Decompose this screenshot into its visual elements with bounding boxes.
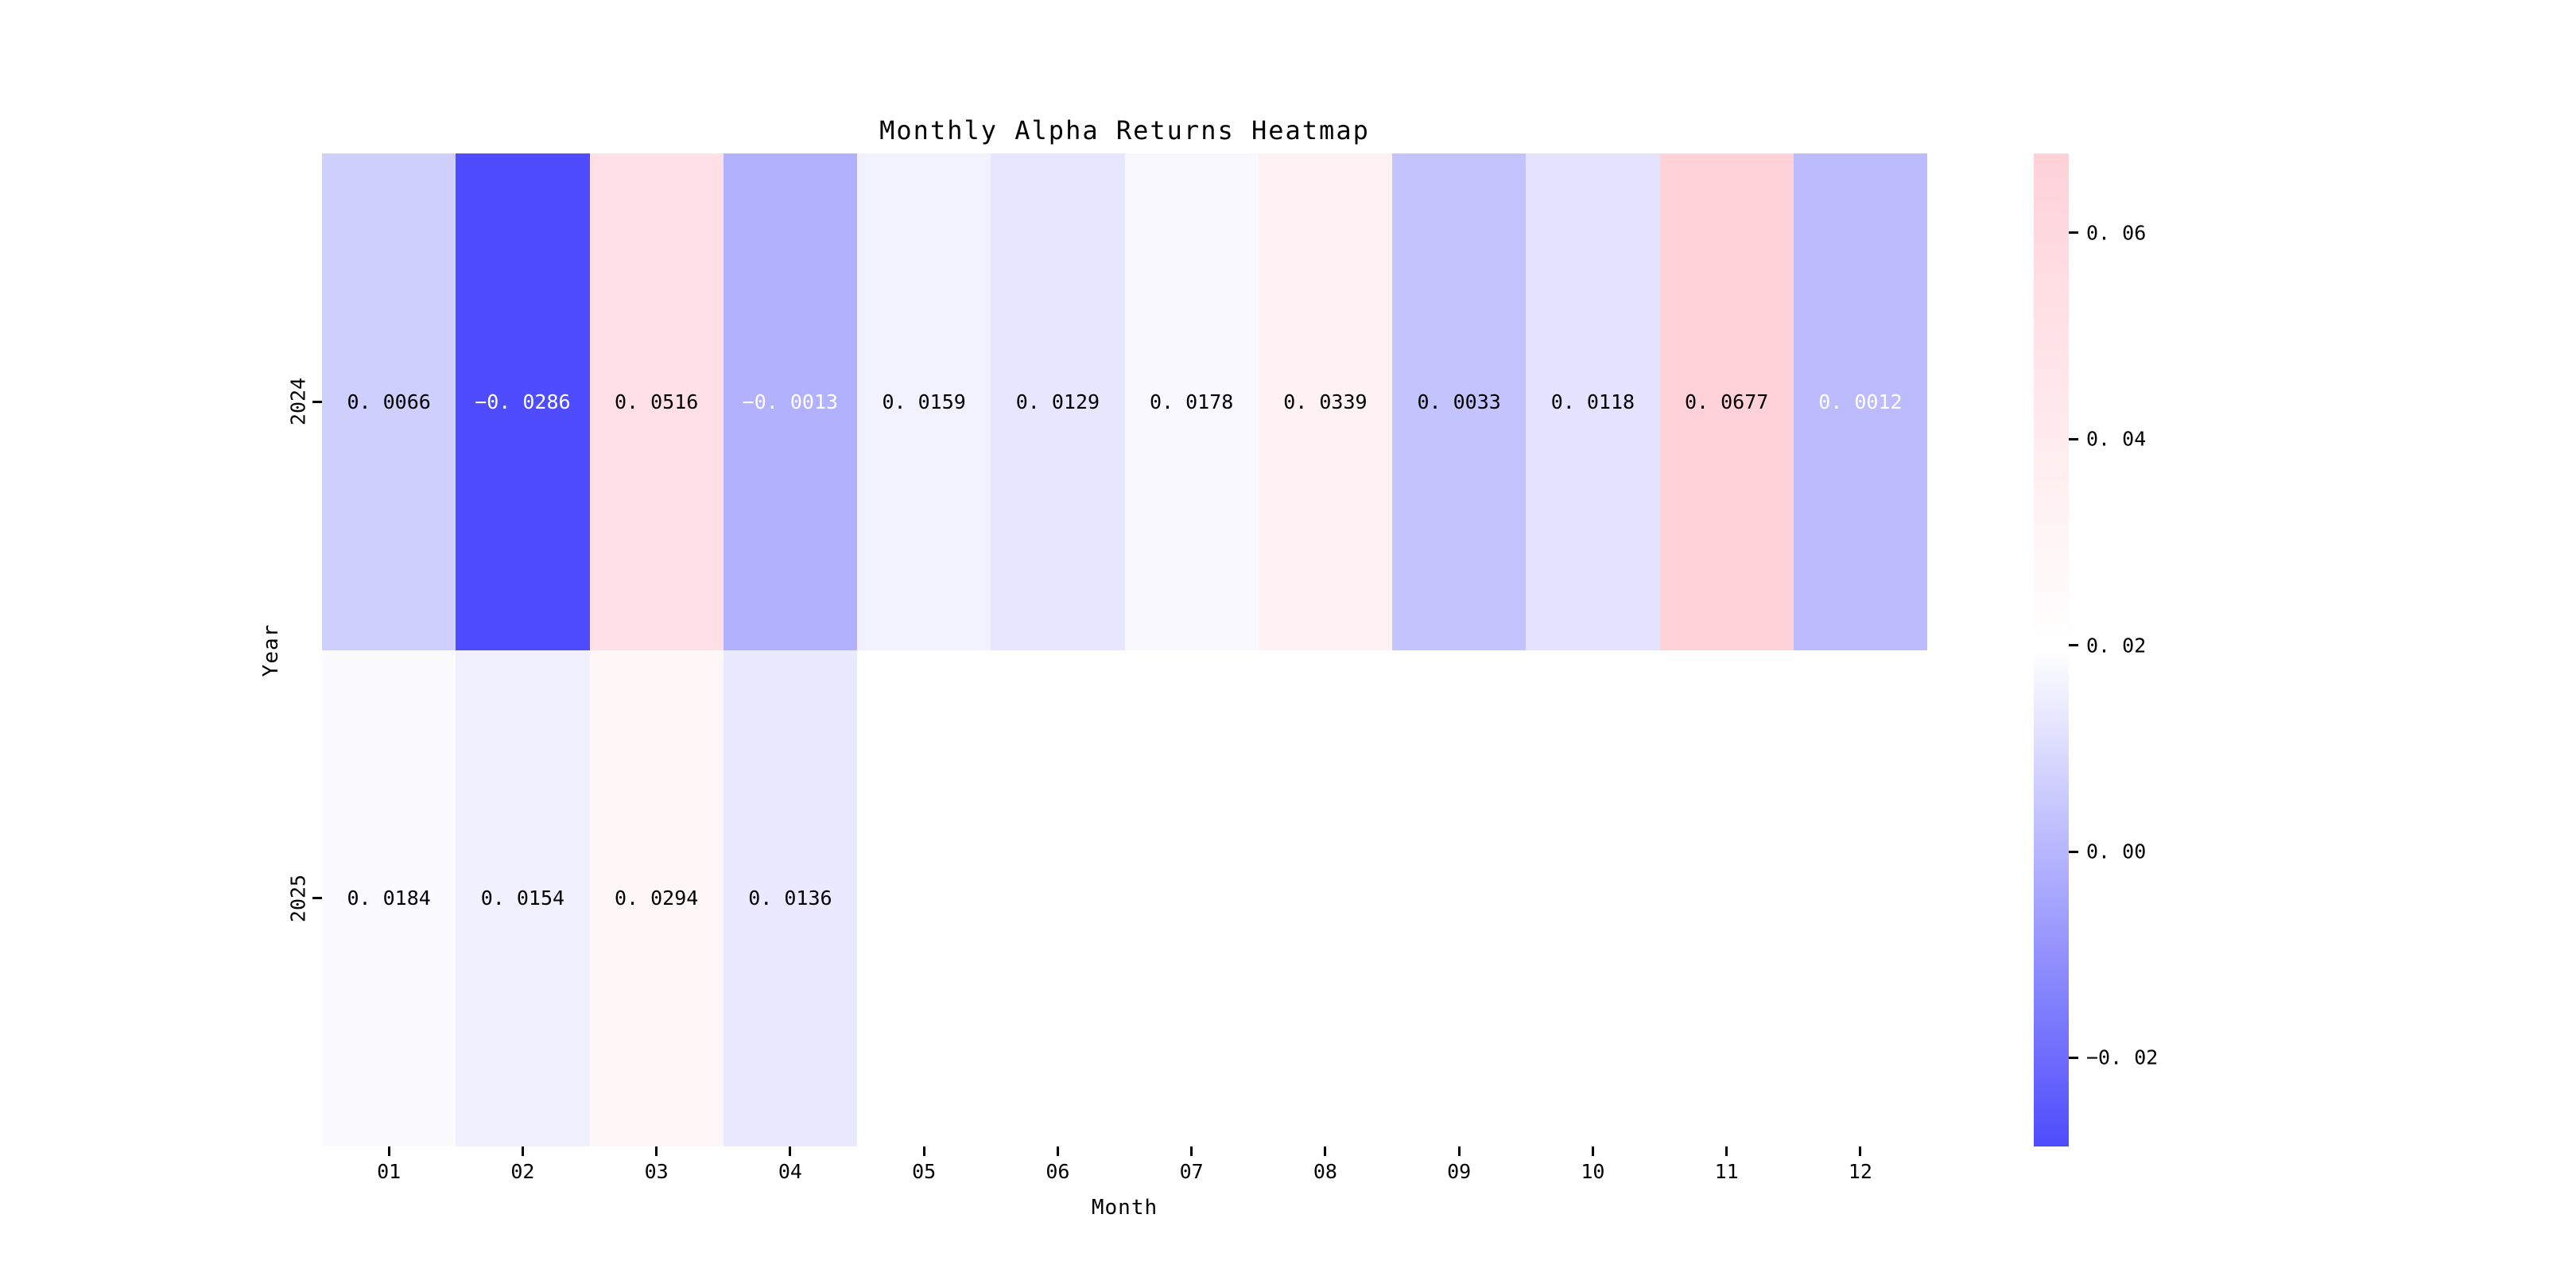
cell-value-label: 0. 0118 [1550,390,1635,413]
colorbar-tick-label: 0. 06 [2086,221,2147,245]
x-tick-label: 10 [1581,1160,1605,1183]
y-tick-mark [312,400,322,403]
cell-value-label: 0. 0154 [480,886,565,910]
heatmap-cell: −0. 0286 [456,153,590,650]
x-tick-label: 08 [1313,1160,1337,1183]
x-tick-mark [1056,1146,1059,1156]
heatmap-cell: 0. 0294 [589,650,724,1146]
heatmap-cell: 0. 0136 [723,650,857,1146]
colorbar-tick-label: −0. 02 [2086,1046,2159,1069]
heatmap-cell: 0. 0118 [1526,153,1660,650]
cell-value-label: 0. 0012 [1818,390,1903,413]
heatmap-cell: 0. 0033 [1392,153,1527,650]
heatmap-cell: 0. 0184 [322,650,456,1146]
colorbar-tick-mark [2069,850,2078,853]
heatmap-cell: 0. 0339 [1258,153,1392,650]
x-tick-label: 07 [1179,1160,1204,1183]
x-tick-mark [1324,1146,1327,1156]
x-tick-mark [655,1146,658,1156]
cell-value-label: 0. 0159 [882,390,966,413]
x-tick-mark [1190,1146,1193,1156]
heatmap-cell: 0. 0012 [1793,153,1927,650]
cell-value-label: 0. 0033 [1417,390,1501,413]
colorbar [2034,153,2069,1146]
x-tick-mark [1725,1146,1728,1156]
colorbar-tick-mark [2069,1056,2078,1059]
x-tick-mark [1859,1146,1862,1156]
cell-value-label: −0. 0286 [475,390,571,413]
heatmap-cell: −0. 0013 [723,153,857,650]
x-tick-mark [789,1146,792,1156]
cell-value-label: 0. 0184 [347,886,431,910]
x-tick-label: 01 [377,1160,402,1183]
colorbar-tick-label: 0. 04 [2086,427,2147,451]
heatmap-cell: 0. 0516 [589,153,724,650]
x-tick-mark [1457,1146,1461,1156]
cell-value-label: 0. 0339 [1283,390,1368,413]
cell-value-label: −0. 0013 [742,390,839,413]
y-tick-mark [312,897,322,900]
cell-value-label: 0. 0516 [614,390,699,413]
colorbar-tick-label: 0. 02 [2086,634,2147,658]
colorbar-tick-mark [2069,437,2078,440]
x-tick-label: 05 [912,1160,937,1183]
cell-value-label: 0. 0129 [1015,390,1100,413]
y-tick-label: 2024 [286,378,310,426]
chart-title: Monthly Alpha Returns Heatmap [879,115,1370,145]
colorbar-tick-mark [2069,644,2078,647]
heatmap-cell: 0. 0154 [456,650,590,1146]
x-tick-mark [521,1146,524,1156]
x-tick-label: 06 [1046,1160,1070,1183]
cell-value-label: 0. 0294 [614,886,699,910]
x-axis-label: Month [1091,1196,1158,1220]
y-axis-label: Year [259,623,283,677]
colorbar-tick-mark [2069,231,2078,235]
x-tick-label: 02 [510,1160,535,1183]
x-tick-label: 03 [644,1160,669,1183]
x-tick-label: 12 [1848,1160,1872,1183]
x-tick-mark [387,1146,390,1156]
heatmap-cell: 0. 0129 [991,153,1125,650]
x-tick-label: 04 [778,1160,802,1183]
cell-value-label: 0. 0066 [347,390,431,413]
cell-value-label: 0. 0677 [1684,390,1769,413]
y-tick-label: 2025 [286,874,310,922]
x-tick-mark [1591,1146,1594,1156]
heatmap-cell: 0. 0066 [322,153,456,650]
heatmap-cell: 0. 0178 [1124,153,1259,650]
heatmap-cell: 0. 0159 [857,153,991,650]
x-tick-label: 09 [1447,1160,1472,1183]
x-tick-mark [922,1146,925,1156]
heatmap-cell: 0. 0677 [1659,153,1794,650]
cell-value-label: 0. 0136 [748,886,832,910]
colorbar-tick-label: 0. 00 [2086,840,2147,863]
heatmap-grid: 0. 0066 −0. 0286 0. 0516 −0. 0013 0. 0159 0. … [322,153,1927,1146]
cell-value-label: 0. 0178 [1149,390,1234,413]
x-tick-label: 11 [1714,1160,1739,1183]
colorbar-gradient [2034,153,2069,1146]
